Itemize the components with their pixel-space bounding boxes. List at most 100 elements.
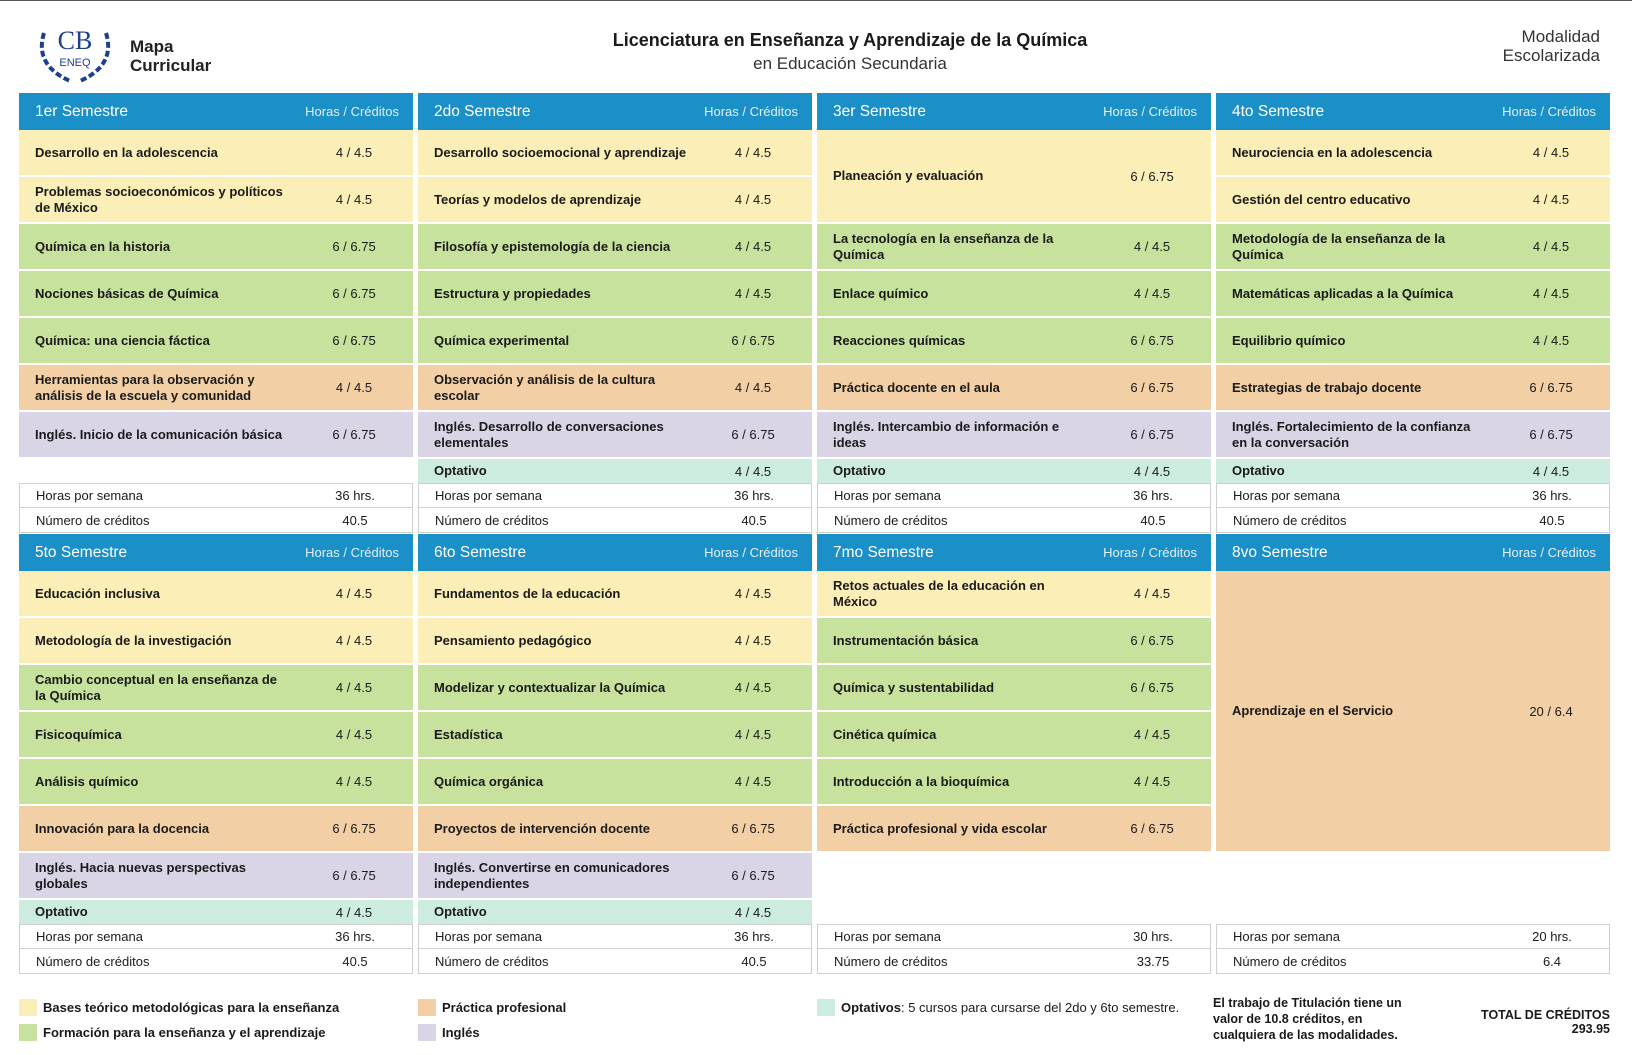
hours-credits: 4 / 4.5 [734,463,772,479]
hours-credits: 6 / 6.75 [332,333,376,348]
course-name: Inglés. Hacia nuevas perspectivas global… [35,859,246,891]
semester-name: 7mo Semestre [833,543,934,561]
course: Inglés. Fortalecimiento de la confianza … [1216,412,1610,459]
optativo: Optativo 4 / 4.5 [418,459,812,483]
hours-credits: 6 / 6.75 [731,821,775,836]
column-header: Horas / Créditos [305,104,399,119]
hours-credits: 6 / 6.75 [1130,680,1174,695]
course-name: La tecnología en la enseñanza de la Quím… [833,230,1054,262]
column-header: Horas / Créditos [704,104,798,119]
optativo-name: Optativo [35,904,88,919]
column-header: Horas / Créditos [1103,104,1197,119]
column-header: Horas / Créditos [1502,104,1596,119]
hours-row: Horas por semana 36 hrs. [1216,483,1610,508]
course-name: Desarrollo en la adolescencia [35,144,218,160]
course-name: Química orgánica [434,773,544,789]
logo-sub: ENEQ [59,57,91,69]
course: Fundamentos de la educación 4 / 4.5 [418,571,812,618]
hours-credits: 4 / 4.5 [1532,333,1570,348]
course: Aprendizaje en el Servicio 20 / 6.4 [1216,571,1610,853]
semester-name: 4to Semestre [1232,102,1325,120]
column-header: Horas / Créditos [1502,545,1596,560]
semester-name: 8vo Semestre [1232,543,1328,561]
hours-credits: 4 / 4.5 [1532,145,1570,160]
semester-header: 6to Semestre Horas / Créditos [418,534,812,571]
course-name: Introducción a la bioquímica [833,773,1010,789]
hours-credits: 4 / 4.5 [1532,192,1570,207]
course: Metodología de la investigación 4 / 4.5 [19,618,413,665]
hours-label: Horas por semana [435,929,542,944]
hours-credits: 4 / 4.5 [1133,239,1171,254]
course-name: Retos actuales de la educación en México [833,577,1045,609]
hours-label: Horas por semana [36,929,143,944]
legend-label: Práctica profesional [442,999,567,1015]
optativo-name: Optativo [833,463,886,478]
hours-credits: 4 / 4.5 [734,774,772,789]
legend-swatch [19,1023,37,1041]
hours-credits: 6 / 6.75 [1130,333,1174,348]
legend-label: Formación para la enseñanza y el aprendi… [43,1024,326,1040]
course-name: Planeación y evaluación [833,168,984,183]
course: Herramientas para la observación y análi… [19,365,413,412]
hours-credits: 6 / 6.75 [332,868,376,883]
hours-credits: 4 / 4.5 [734,633,772,648]
course: Observación y análisis de la cultura esc… [418,365,812,412]
optativo: Optativo 4 / 4.5 [418,900,812,924]
course: Química experimental 6 / 6.75 [418,318,812,365]
hours-value: 36 hrs. [335,929,375,944]
semester-name: 2do Semestre [434,102,531,120]
hours-row: Horas por semana 36 hrs. [19,483,413,508]
logo-text: CB [58,26,93,55]
hours-credits: 4 / 4.5 [734,680,772,695]
hours-credits: 4 / 4.5 [734,586,772,601]
course-name: Equilibrio químico [1232,332,1346,348]
course: Equilibrio químico 4 / 4.5 [1216,318,1610,365]
hours-credits: 6 / 6.75 [731,427,775,442]
course: Cinética química 4 / 4.5 [817,712,1211,759]
semester-header: 7mo Semestre Horas / Créditos [817,534,1211,571]
column-header: Horas / Créditos [1103,545,1197,560]
course: Cambio conceptual en la enseñanza de la … [19,665,413,712]
hours-row: Horas por semana 36 hrs. [817,483,1211,508]
credits-label: Número de créditos [435,953,549,969]
credits-value: 40.5 [1140,512,1166,528]
credits-label: Número de créditos [834,953,948,969]
course: Retos actuales de la educación en México… [817,571,1211,618]
hours-credits: 6 / 6.75 [1529,427,1573,442]
column-header: Horas / Créditos [305,545,399,560]
course-name: Matemáticas aplicadas a la Química [1232,285,1454,301]
course: Metodología de la enseñanza de la Químic… [1216,224,1610,271]
course: Proyectos de intervención docente 6 / 6.7… [418,806,812,853]
hours-credits: 4 / 4.5 [734,286,772,301]
hours-credits: 6 / 6.75 [332,427,376,442]
course-name: Desarrollo socioemocional y aprendizaje [434,144,687,160]
course: Química en la historia 6 / 6.75 [19,224,413,271]
course: Química: una ciencia fáctica 6 / 6.75 [19,318,413,365]
course-name: Filosofía y epistemología de la ciencia [434,238,671,254]
credits-value: 6.4 [1542,953,1562,969]
course-name: Innovación para la docencia [35,820,210,836]
hours-credits: 6 / 6.75 [731,333,775,348]
course: Estadística 4 / 4.5 [418,712,812,759]
course-name: Inglés. Desarrollo de conversaciones ele… [434,418,664,450]
credits-label: Número de créditos [435,512,549,528]
optativo-name: Optativo [1232,463,1285,478]
legend-swatch [19,998,37,1016]
course: Problemas socioeconómicos y políticos de… [19,177,413,224]
hours-credits: 4 / 4.5 [1532,286,1570,301]
hours-credits: 4 / 4.5 [1532,239,1570,254]
hours-credits: 4 / 4.5 [335,380,373,395]
course: Innovación para la docencia 6 / 6.75 [19,806,413,853]
hours-credits: 4 / 4.5 [734,904,772,920]
course-name: Neurociencia en la adolescencia [1232,144,1433,160]
course-name: Teorías y modelos de aprendizaje [434,191,642,207]
course-name: Herramientas para la observación y análi… [35,371,255,403]
hours-credits: 6 / 6.75 [1130,633,1174,648]
credits-row: Número de créditos 33.75 [817,949,1211,974]
course-name: Metodología de la investigación [35,632,232,648]
legend-item: Práctica profesional [418,997,566,1017]
course-name: Gestión del centro educativo [1232,191,1411,207]
course: Gestión del centro educativo 4 / 4.5 [1216,177,1610,224]
hours-credits: 6 / 6.75 [332,239,376,254]
hours-label: Horas por semana [834,929,941,944]
